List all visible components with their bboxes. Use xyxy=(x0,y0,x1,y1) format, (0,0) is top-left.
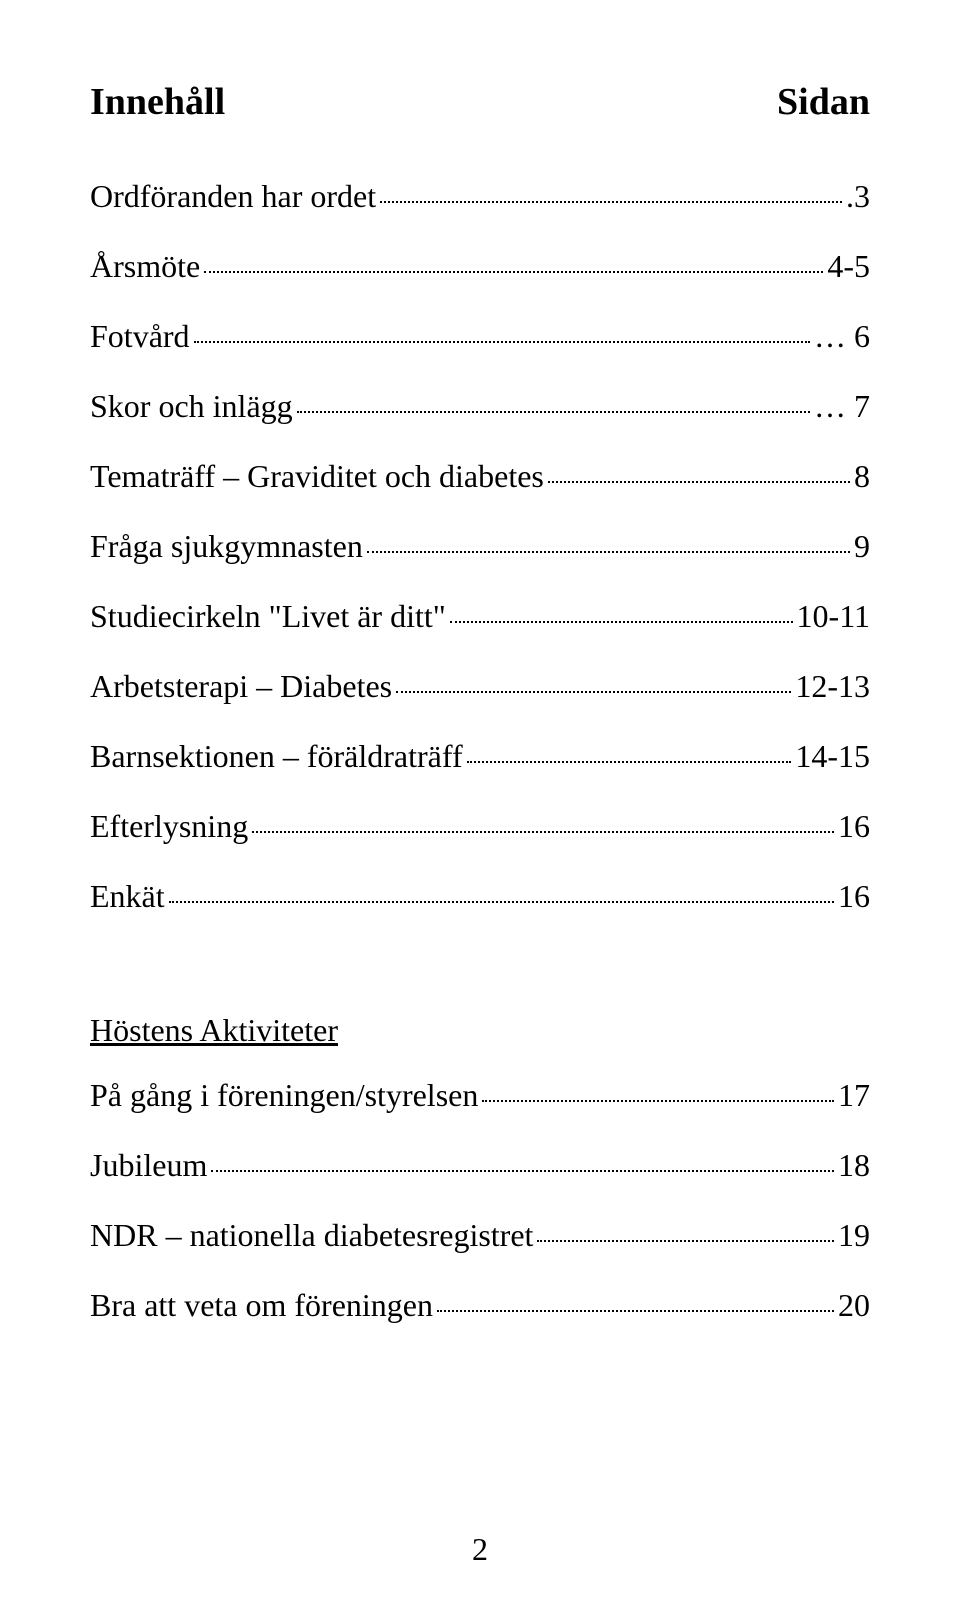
toc-entry: Studiecirkeln "Livet är ditt" 10-11 xyxy=(90,592,870,640)
toc-dots xyxy=(194,341,810,343)
toc-entry: Ordföranden har ordet .3 xyxy=(90,172,870,220)
toc-header-right: Sidan xyxy=(777,80,870,124)
toc-entry: På gång i föreningen/styrelsen 17 xyxy=(90,1071,870,1119)
toc-header: Innehåll Sidan xyxy=(90,80,870,124)
toc-entry: Årsmöte 4-5 xyxy=(90,242,870,290)
toc-dots xyxy=(169,901,834,903)
toc-entry: Enkät 16 xyxy=(90,872,870,920)
toc-label: Fråga sjukgymnasten xyxy=(90,522,363,570)
toc-dots xyxy=(211,1170,834,1172)
toc-page: 4-5 xyxy=(827,242,870,290)
toc-page: .3 xyxy=(846,172,870,220)
toc-entry: Barnsektionen – föräldraträff 14-15 xyxy=(90,732,870,780)
toc-label: Studiecirkeln "Livet är ditt" xyxy=(90,592,446,640)
toc-label: NDR – nationella diabetesregistret xyxy=(90,1211,533,1259)
toc-dots xyxy=(467,761,792,763)
toc-page: 8 xyxy=(854,452,870,500)
toc-entry: Fråga sjukgymnasten 9 xyxy=(90,522,870,570)
toc-dots xyxy=(396,691,791,693)
toc-label: Barnsektionen – föräldraträff xyxy=(90,732,463,780)
toc-page: 9 xyxy=(854,522,870,570)
toc-page: 17 xyxy=(838,1071,870,1119)
toc-page: 18 xyxy=(838,1141,870,1189)
toc-page: 14-15 xyxy=(795,732,870,780)
toc-main-list: Ordföranden har ordet .3 Årsmöte 4-5 Fot… xyxy=(90,172,870,920)
toc-header-left: Innehåll xyxy=(90,80,225,124)
toc-entry: Bra att veta om föreningen 20 xyxy=(90,1281,870,1329)
toc-label: Årsmöte xyxy=(90,242,200,290)
toc-page: 20 xyxy=(838,1281,870,1329)
toc-label: Arbetsterapi – Diabetes xyxy=(90,662,392,710)
toc-label: Tematräff – Graviditet och diabetes xyxy=(90,452,544,500)
toc-dots xyxy=(380,201,842,203)
toc-page: … 7 xyxy=(814,382,870,430)
toc-dots xyxy=(450,621,793,623)
toc-label: Bra att veta om föreningen xyxy=(90,1281,433,1329)
toc-dots xyxy=(537,1240,834,1242)
toc-label: Ordföranden har ordet xyxy=(90,172,376,220)
toc-page: 19 xyxy=(838,1211,870,1259)
toc-entry: Tematräff – Graviditet och diabetes 8 xyxy=(90,452,870,500)
toc-dots xyxy=(204,271,823,273)
toc-dots xyxy=(548,481,850,483)
toc-dots xyxy=(437,1310,834,1312)
toc-dots xyxy=(482,1100,834,1102)
toc-dots xyxy=(367,551,850,553)
toc-entry: Efterlysning 16 xyxy=(90,802,870,850)
toc-entry: Skor och inlägg … 7 xyxy=(90,382,870,430)
toc-entry: Fotvård … 6 xyxy=(90,312,870,360)
toc-dots xyxy=(297,411,810,413)
toc-entry: NDR – nationella diabetesregistret 19 xyxy=(90,1211,870,1259)
toc-label: Jubileum xyxy=(90,1141,207,1189)
section-heading: Höstens Aktiviteter xyxy=(90,1012,870,1049)
section-gap xyxy=(90,942,870,1012)
page-number: 2 xyxy=(472,1531,488,1568)
toc-section2-list: På gång i föreningen/styrelsen 17 Jubile… xyxy=(90,1071,870,1329)
toc-entry: Jubileum 18 xyxy=(90,1141,870,1189)
toc-page: 10-11 xyxy=(797,592,870,640)
toc-page: 16 xyxy=(838,802,870,850)
toc-label: Efterlysning xyxy=(90,802,248,850)
toc-label: På gång i föreningen/styrelsen xyxy=(90,1071,478,1119)
toc-label: Fotvård xyxy=(90,312,190,360)
toc-entry: Arbetsterapi – Diabetes 12-13 xyxy=(90,662,870,710)
toc-page: … 6 xyxy=(814,312,870,360)
toc-page: 16 xyxy=(838,872,870,920)
toc-label: Skor och inlägg xyxy=(90,382,293,430)
toc-label: Enkät xyxy=(90,872,165,920)
toc-page: 12-13 xyxy=(795,662,870,710)
toc-dots xyxy=(252,831,834,833)
